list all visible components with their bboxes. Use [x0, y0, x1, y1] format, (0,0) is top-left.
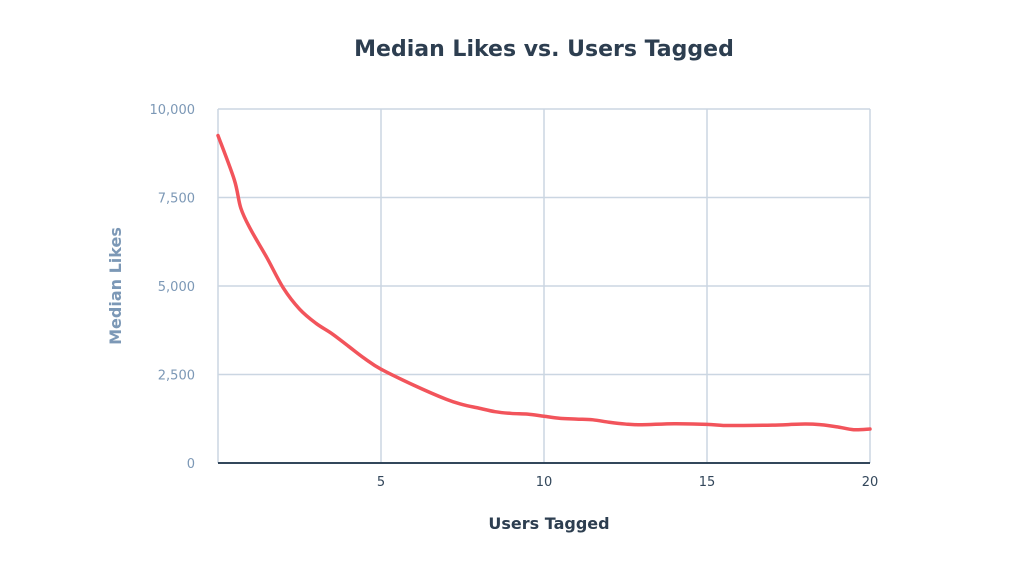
series-line	[216, 133, 872, 432]
x-tick-label: 15	[699, 475, 716, 490]
x-tick-label: 10	[536, 475, 553, 490]
x-axis-label: Users Tagged	[488, 514, 609, 533]
grid	[217, 108, 871, 463]
chart-title: Median Likes vs. Users Tagged	[354, 37, 734, 62]
y-tick-label: 2,500	[158, 369, 195, 384]
y-tick-label: 5,000	[158, 280, 195, 295]
x-axis-ticks: 5 10 15 20	[377, 475, 878, 490]
series-layer	[216, 133, 872, 432]
y-axis-label: Median Likes	[106, 227, 125, 345]
y-tick-label: 0	[187, 457, 195, 472]
x-tick-label: 5	[377, 475, 385, 490]
y-tick-label: 7,500	[158, 192, 195, 207]
y-axis-ticks: 0 2,500 5,000 7,500 10,000	[150, 103, 196, 472]
y-tick-label: 10,000	[150, 103, 196, 118]
x-tick-label: 20	[862, 475, 879, 490]
